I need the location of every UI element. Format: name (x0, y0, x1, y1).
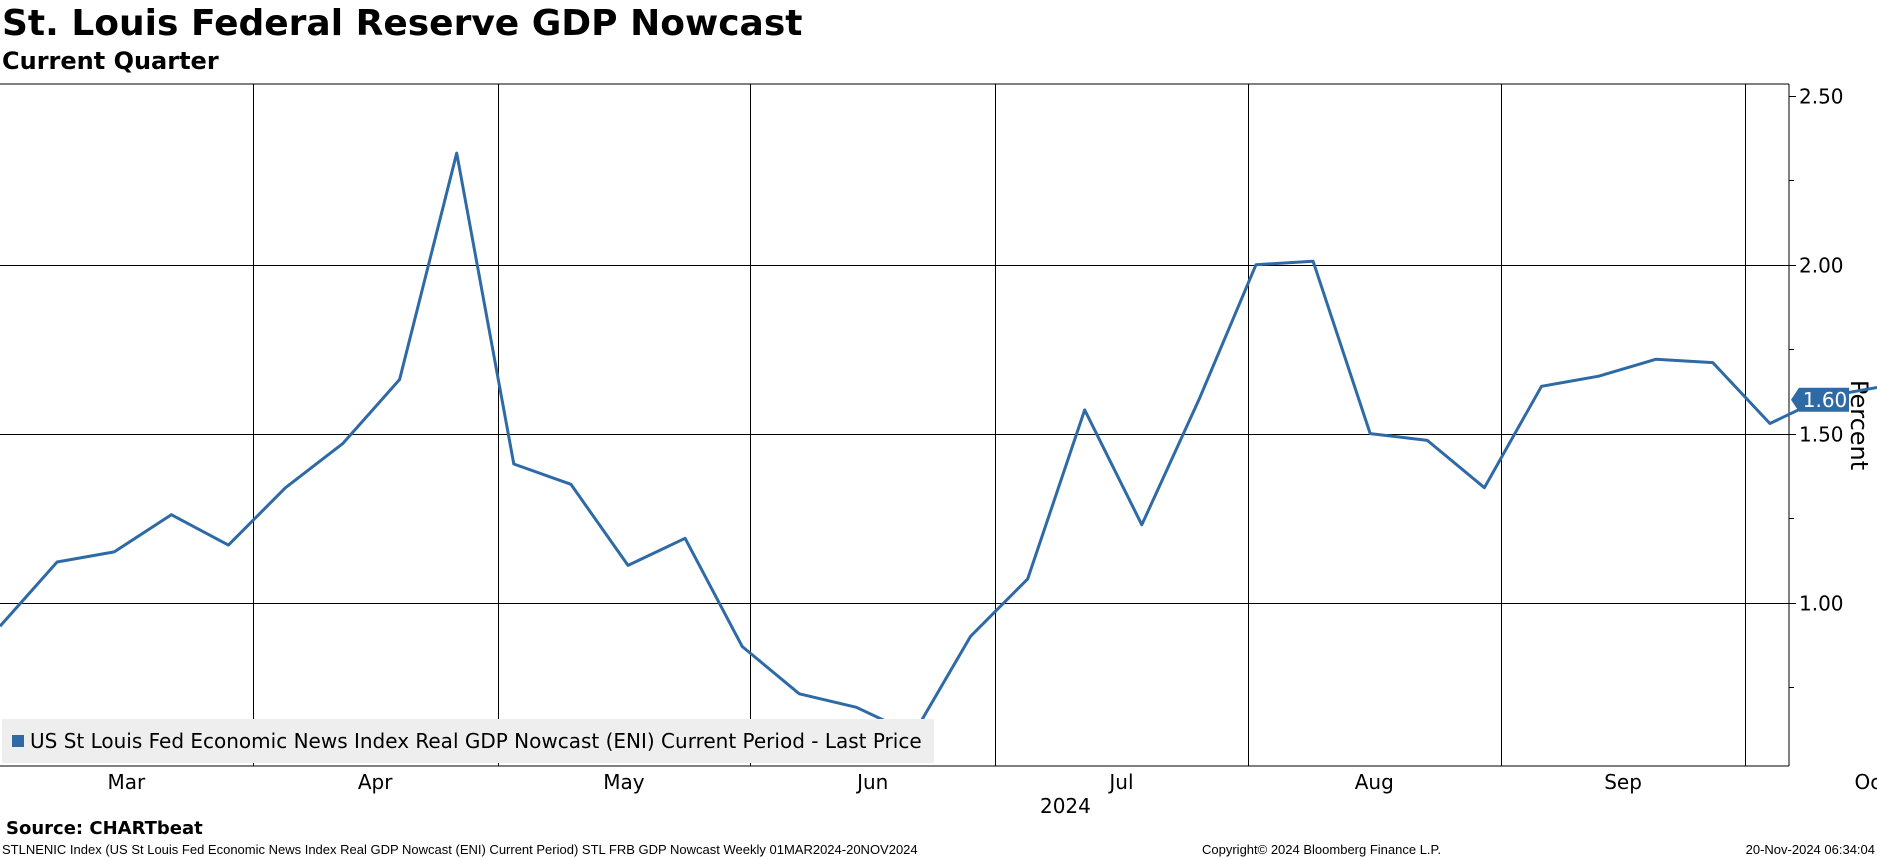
y-tick-label: 1.50 (1799, 423, 1844, 447)
y-tick-label: 2.50 (1799, 85, 1844, 109)
legend-label: US St Louis Fed Economic News Index Real… (30, 729, 922, 753)
legend: US St Louis Fed Economic News Index Real… (2, 719, 934, 763)
x-axis-month-labels: Mar Apr May Jun Jul Aug Sep Oct (108, 770, 1877, 794)
chart-subtitle: Current Quarter (2, 47, 219, 75)
y-axis-label: Percent (1845, 380, 1873, 470)
vertical-gridlines (253, 84, 1746, 766)
month-label: May (603, 770, 645, 794)
y-tick-label: 1.00 (1799, 592, 1844, 616)
month-label: Apr (358, 770, 393, 794)
y-axis-ticks: 1.00 1.50 2.00 2.50 (1789, 85, 1844, 688)
month-label: Aug (1355, 770, 1394, 794)
month-label: Mar (108, 770, 147, 794)
footer-copyright: Copyright© 2024 Bloomberg Finance L.P. (1202, 842, 1442, 857)
source-note: Source: CHARTbeat (6, 818, 203, 839)
y-tick-label: 2.00 (1799, 254, 1844, 278)
chart-title: St. Louis Federal Reserve GDP Nowcast (2, 3, 803, 44)
legend-swatch (12, 735, 24, 747)
series-line (0, 151, 1877, 736)
footer-ticker-info: STLNENIC Index (US St Louis Fed Economic… (2, 842, 918, 857)
last-value-marker (1791, 387, 1849, 412)
x-axis-year-label: 2024 (1040, 794, 1091, 818)
series-line-group (0, 151, 1877, 736)
horizontal-gridlines (0, 265, 1789, 604)
last-value-badge: 1.60 (1791, 387, 1849, 412)
month-label: Jul (1107, 770, 1133, 794)
month-label: Oct (1855, 770, 1877, 794)
footer-timestamp: 20-Nov-2024 06:34:04 (1745, 842, 1875, 857)
month-label: Sep (1604, 770, 1642, 794)
month-label: Jun (855, 770, 888, 794)
last-value-label: 1.60 (1803, 388, 1848, 412)
